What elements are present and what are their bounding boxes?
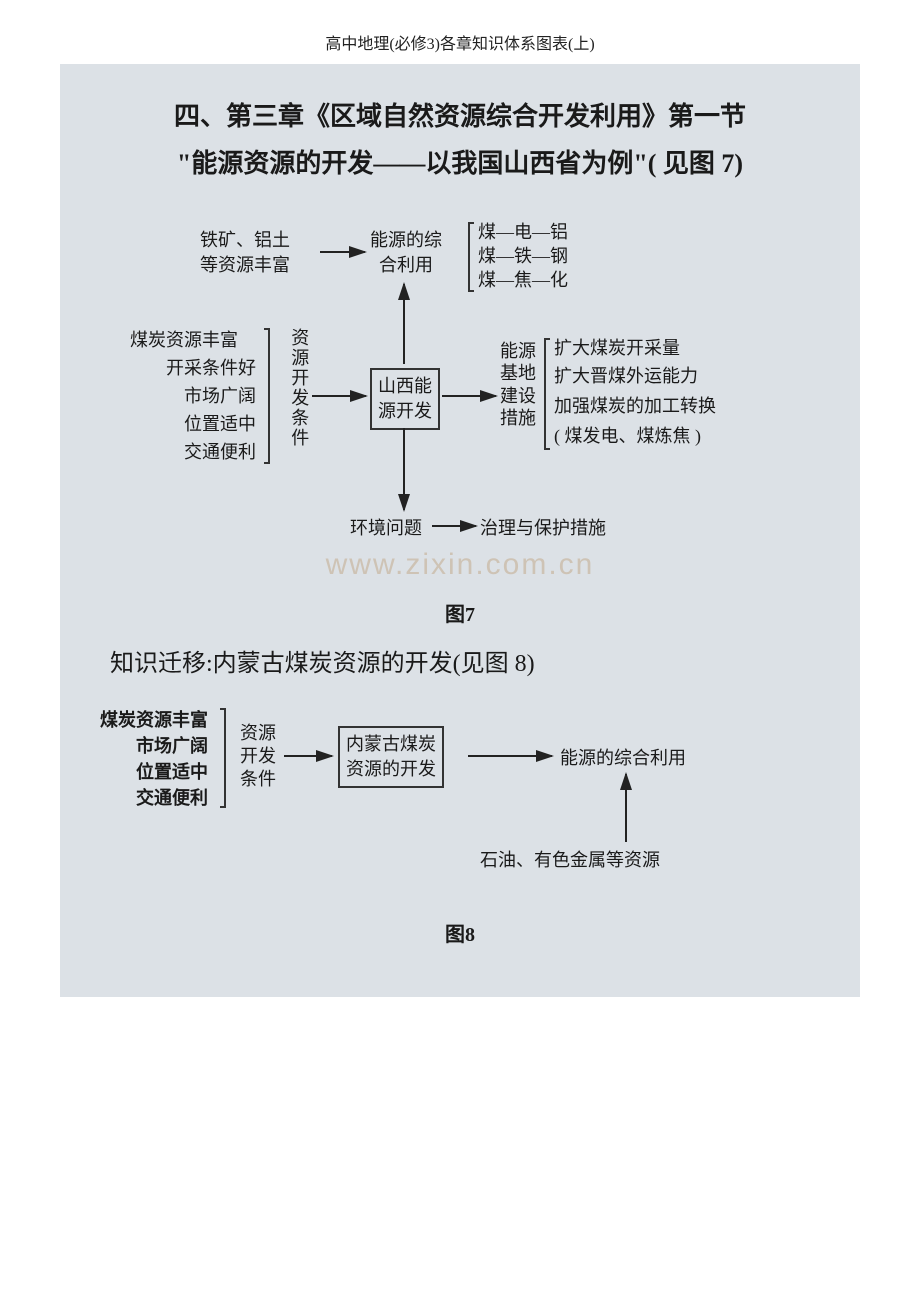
page-header: 高中地理(必修3)各章知识体系图表(上) [0, 0, 920, 64]
node-cond-3: 市场广阔 [184, 384, 256, 409]
node-f8-right: 能源的综合利用 [560, 746, 686, 771]
node-base-label: 能源 基地 建设 措施 [500, 340, 536, 430]
node-cond-5: 交通便利 [184, 440, 256, 465]
node-combined-use: 能源的综 合利用 [370, 228, 442, 278]
node-f8-c1: 煤炭资源丰富 [100, 708, 208, 733]
node-f8-center: 内蒙古煤炭 资源的开发 [338, 726, 444, 788]
node-cond-1: 煤炭资源丰富 [130, 328, 238, 353]
node-chain-1: 煤—电—铝 [478, 220, 568, 245]
figure-8: 煤炭资源丰富 市场广阔 位置适中 交通便利 资源 开发 条件 内蒙古煤炭 资源的… [80, 708, 840, 908]
node-env-measures: 治理与保护措施 [480, 516, 606, 541]
watermark: www.zixin.com.cn [80, 548, 840, 582]
node-cond-2: 开采条件好 [166, 356, 256, 381]
knowledge-transfer: 知识迁移:内蒙古煤炭资源的开发(见图 8) [80, 637, 840, 688]
figure-7: 铁矿、铝土 等资源丰富 能源的综 合利用 煤—电—铝 煤—铁—钢 煤—焦—化 煤… [80, 228, 840, 588]
node-f8-devlabel: 资源 开发 条件 [240, 722, 276, 792]
node-measure-2: 扩大晋煤外运能力 [554, 364, 698, 389]
fig7-caption: 图7 [80, 598, 840, 627]
fig8-caption: 图8 [80, 918, 840, 947]
node-chain-3: 煤—焦—化 [478, 268, 568, 293]
node-f8-c2: 市场广阔 [136, 734, 208, 759]
title-line-1: 四、第三章《区域自然资源综合开发利用》第一节 [100, 94, 820, 141]
node-dev-conditions-label: 资源开发条件 [286, 328, 311, 468]
node-chain-2: 煤—铁—钢 [478, 244, 568, 269]
node-f8-c4: 交通便利 [136, 786, 208, 811]
node-iron-aluminum: 铁矿、铝土 等资源丰富 [200, 228, 290, 278]
node-f8-bottom: 石油、有色金属等资源 [480, 848, 660, 873]
node-measure-1: 扩大煤炭开采量 [554, 336, 680, 361]
section-title: 四、第三章《区域自然资源综合开发利用》第一节 "能源资源的开发——以我国山西省为… [80, 94, 840, 208]
node-env-problems: 环境问题 [350, 516, 422, 541]
title-line-2: "能源资源的开发——以我国山西省为例"( 见图 7) [100, 141, 820, 188]
node-shanxi-center: 山西能 源开发 [370, 368, 440, 430]
node-measure-4: ( 煤发电、煤炼焦 ) [554, 424, 701, 449]
node-f8-c3: 位置适中 [136, 760, 208, 785]
scan-area: 四、第三章《区域自然资源综合开发利用》第一节 "能源资源的开发——以我国山西省为… [60, 64, 860, 997]
node-measure-3: 加强煤炭的加工转换 [554, 394, 716, 419]
node-cond-4: 位置适中 [184, 412, 256, 437]
